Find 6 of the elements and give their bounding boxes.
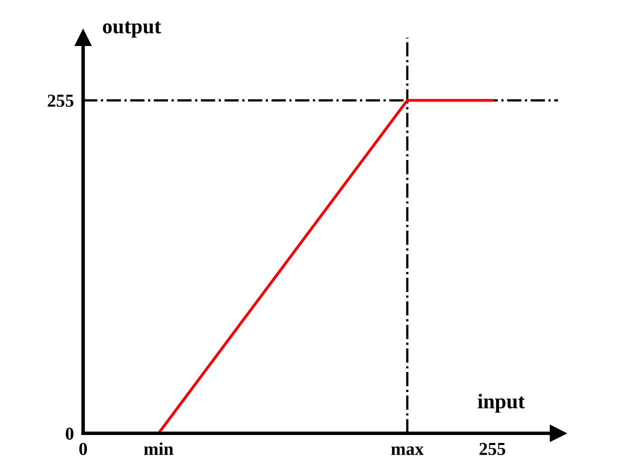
x-tick-label: min	[144, 442, 174, 455]
x-tick-label: 0	[79, 442, 87, 456]
x-axis-title: input	[478, 394, 525, 413]
y-axis-title: output	[102, 22, 162, 38]
x-tick-label: 255	[480, 442, 506, 456]
x-tick-label: max	[391, 446, 424, 456]
